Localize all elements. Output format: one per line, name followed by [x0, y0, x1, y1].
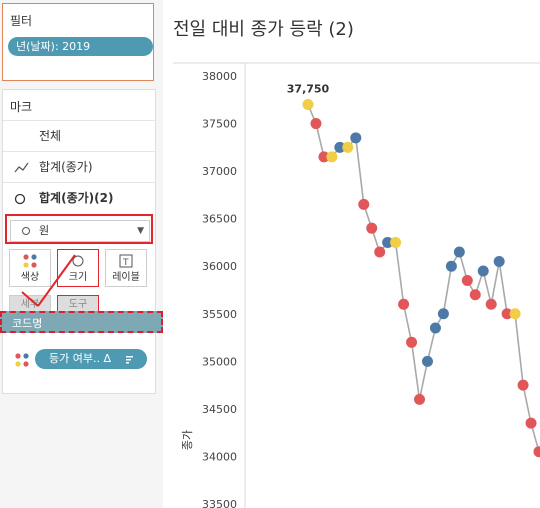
chevron-down-icon[interactable]: ▼: [137, 226, 144, 236]
data-point[interactable]: [421, 355, 433, 367]
y-tick-label: 35000: [202, 355, 237, 368]
data-point[interactable]: [318, 151, 330, 163]
data-point[interactable]: [382, 236, 394, 248]
chart-view: 전일 대비 종가 등락 (2) 38000 37500 37000 36500 3600…: [163, 0, 540, 508]
label-tile[interactable]: T 레이블: [105, 249, 147, 287]
drag-drop-indicator: 코드명: [0, 311, 163, 333]
data-point[interactable]: [453, 246, 465, 258]
line-icon: [14, 152, 30, 195]
data-point[interactable]: [366, 222, 378, 234]
marks-title: 마크: [10, 100, 33, 114]
data-point[interactable]: [509, 308, 521, 320]
y-tick-label: 38000: [202, 70, 237, 83]
y-tick-label: 34500: [202, 403, 237, 416]
data-point[interactable]: [398, 298, 410, 310]
data-point[interactable]: [350, 132, 362, 144]
size-tile[interactable]: 크기: [57, 249, 99, 287]
text-label-icon: T: [106, 254, 146, 271]
y-tick-label: 36500: [202, 213, 237, 226]
marks-row-all[interactable]: 전체: [3, 120, 155, 151]
data-point[interactable]: [445, 260, 457, 272]
data-point[interactable]: [437, 308, 449, 320]
filters-shelf[interactable]: 필터 년(날짜): 2019: [2, 3, 154, 81]
data-point[interactable]: [310, 118, 322, 130]
sort-icon: [125, 349, 135, 376]
svg-text:T: T: [122, 258, 129, 268]
color-dots-icon: [15, 352, 29, 367]
data-point[interactable]: [485, 298, 497, 310]
circle-icon: [14, 183, 30, 226]
marks-row-label: 합계(종가)(2): [39, 191, 114, 205]
y-tick-label: 33500: [202, 498, 237, 508]
data-point[interactable]: [406, 336, 418, 348]
y-tick-label: 37000: [202, 165, 237, 178]
marks-row-label: 합계(종가): [39, 160, 93, 174]
marks-row-circle[interactable]: 합계(종가)(2): [3, 182, 155, 213]
data-point[interactable]: [358, 198, 370, 210]
data-point[interactable]: [501, 308, 513, 320]
y-tick-label: 36000: [202, 260, 237, 273]
chart-title: 전일 대비 종가 등락 (2): [173, 19, 354, 40]
y-tick-label: 37500: [202, 118, 237, 131]
mark-type-dropdown[interactable]: 원 ▼: [10, 220, 150, 242]
data-point[interactable]: [461, 274, 473, 286]
left-panel: 필터 년(날짜): 2019 마크 전체 합계(종가) 합계(종가)(2) 원 …: [0, 0, 163, 508]
color-field-pill[interactable]: 등가 여부.. Δ: [35, 349, 147, 369]
label-tile-label: 레이블: [112, 272, 140, 283]
y-tick-label: 35500: [202, 308, 237, 321]
size-tile-label: 크기: [68, 272, 88, 283]
line-chart: 38000 37500 37000 36500 36000 35500 35000 34500…: [173, 62, 540, 508]
marks-row-label: 전체: [39, 129, 62, 143]
data-point[interactable]: [326, 151, 338, 163]
y-axis-label: 종가: [181, 430, 194, 450]
max-value-label: 37,750: [287, 83, 330, 96]
data-point[interactable]: [374, 246, 386, 258]
data-point[interactable]: [302, 99, 314, 111]
data-point[interactable]: [469, 289, 481, 301]
color-tile[interactable]: 색상: [9, 249, 51, 287]
y-tick-label: 34000: [202, 450, 237, 463]
circle-icon: [21, 221, 31, 248]
marks-card: 마크 전체 합계(종가) 합계(종가)(2) 원 ▼: [2, 89, 156, 394]
data-point[interactable]: [533, 446, 540, 458]
data-point[interactable]: [390, 236, 402, 248]
mark-type-value: 원: [39, 224, 50, 237]
data-point[interactable]: [429, 322, 441, 334]
color-field-pill-label: 등가 여부.. Δ: [49, 352, 111, 365]
filters-title: 필터: [10, 14, 33, 28]
color-tile-label: 색상: [20, 272, 40, 283]
data-point[interactable]: [493, 255, 505, 267]
marks-row-line[interactable]: 합계(종가): [3, 151, 155, 182]
data-point[interactable]: [517, 379, 529, 391]
data-point[interactable]: [334, 141, 346, 153]
data-point[interactable]: [525, 417, 537, 429]
highlight-box: [5, 214, 153, 244]
data-point[interactable]: [414, 393, 426, 405]
filter-pill-year[interactable]: 년(날짜): 2019: [8, 37, 153, 56]
dragging-field-label: 코드명: [12, 317, 43, 330]
data-point[interactable]: [477, 265, 489, 277]
color-dots-icon: [10, 254, 50, 271]
data-point[interactable]: [342, 141, 354, 153]
